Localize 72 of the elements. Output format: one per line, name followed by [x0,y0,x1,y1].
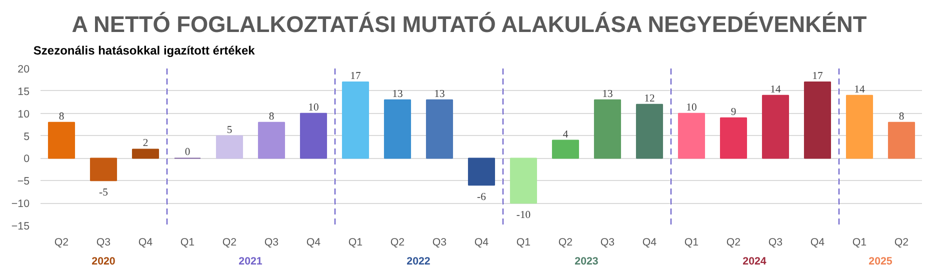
bar [594,99,622,159]
bar [678,112,706,159]
bar [762,94,790,159]
data-label: 5 [226,124,232,136]
bar [804,81,832,159]
data-label: 8 [58,111,64,122]
x-tick-label: Q3 [768,236,783,248]
x-tick-label: Q4 [138,236,153,248]
y-tick-label: 0 [24,153,30,166]
x-tick-label: Q4 [642,236,657,248]
y-tick-label: 20 [18,64,30,76]
x-tick-label: Q1 [348,236,363,248]
bar [300,112,328,159]
y-tick-label: 10 [18,108,30,120]
x-axis-title: 2025 [868,256,892,268]
bar [216,135,244,159]
data-label: 8 [268,111,274,122]
x-axis-title: 2022 [406,256,430,268]
data-label: 10 [686,102,697,114]
data-label: 13 [434,88,445,100]
x-tick-label: Q1 [180,236,195,248]
x-tick-label: Q3 [600,236,615,248]
y-tick-label: 15 [18,86,30,98]
data-label: 2 [142,138,148,150]
x-tick-label: Q2 [222,236,237,248]
data-label: 14 [770,84,782,96]
text: A NETTÓ FOGLALKOZTATÁSI MUTATÓ ALAKULÁSA NEGYEDÉVENKÉNT [72,11,867,38]
bar [48,122,76,159]
x-tick-label: Q2 [558,236,573,248]
bar [90,158,118,182]
data-label: -10 [516,210,531,222]
x-tick-label: Q4 [810,236,825,248]
x-tick-label: Q2 [726,236,741,248]
x-tick-label: Q2 [894,236,909,248]
data-label: 12 [644,93,655,104]
data-label: 17 [350,70,362,82]
bar [636,104,664,159]
data-label: 0 [184,147,190,158]
x-tick-label: Q1 [684,236,699,248]
x-tick-label: Q2 [54,236,69,248]
data-label: 8 [898,111,904,122]
data-label: 14 [854,84,866,96]
data-label: 13 [602,88,613,100]
x-tick-label: Q3 [264,236,279,248]
bar [720,117,748,159]
x-axis-title: 2020 [92,256,116,268]
x-axis-title: 2021 [238,256,262,268]
y-tick-label: −5 [17,176,30,188]
x-tick-label: Q1 [852,236,867,248]
y-tick-label: 5 [24,130,30,143]
x-tick-label: Q1 [516,236,531,248]
data-label: -6 [477,192,487,204]
x-axis-title: 2023 [574,256,598,268]
bar [258,122,286,159]
x-tick-label: Q3 [96,236,111,248]
x-tick-label: Q4 [474,236,489,248]
data-label: 17 [812,70,824,82]
bar [132,148,160,159]
data-label: 4 [562,129,569,140]
data-label: 9 [730,106,736,118]
x-tick-label: Q4 [306,236,321,248]
y-tick-label: −10 [11,198,30,210]
chart-subtitle: Szezonális hatásokkal igazított értékek [33,44,256,58]
bar [510,158,538,204]
x-tick-label: Q2 [390,236,405,248]
bar [552,140,580,159]
data-label: 10 [308,102,319,114]
x-axis-title: 2024 [742,256,766,268]
x-tick-label: Q3 [432,236,447,248]
data-label: -5 [99,188,108,199]
y-tick-label: −15 [11,220,30,232]
data-label: 13 [392,88,403,100]
